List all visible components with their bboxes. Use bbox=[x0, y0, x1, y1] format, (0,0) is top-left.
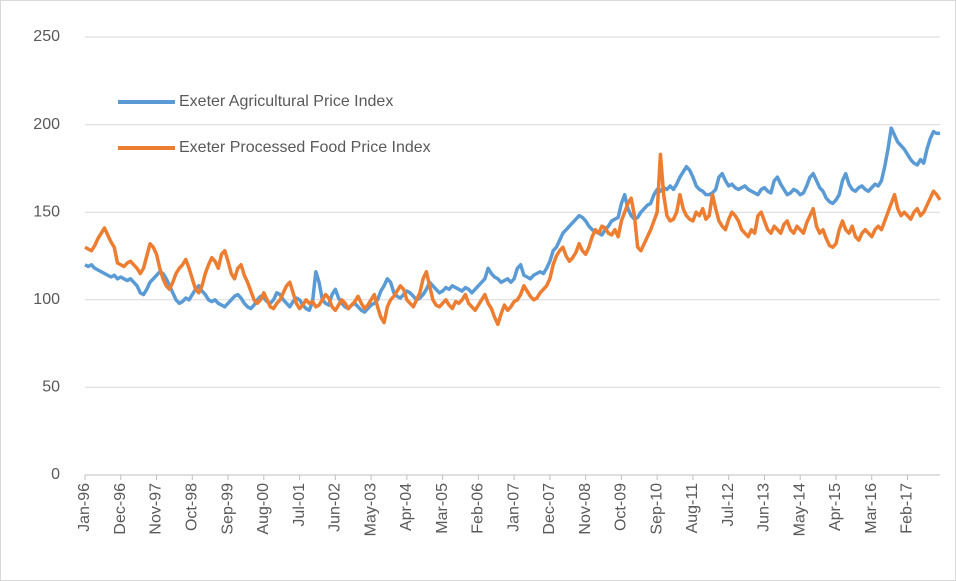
y-tick-label: 200 bbox=[33, 116, 60, 133]
series-line bbox=[84, 152, 942, 327]
x-tick-label: Jan-07 bbox=[505, 483, 522, 532]
y-tick-label: 50 bbox=[42, 379, 60, 396]
y-tick-label: 0 bbox=[51, 466, 60, 483]
x-tick-label: Apr-15 bbox=[827, 483, 844, 531]
x-tick-label: Jul-01 bbox=[291, 483, 308, 527]
x-tick-label: Aug-00 bbox=[255, 483, 272, 535]
x-tick-label: Oct-09 bbox=[613, 483, 630, 531]
x-tick-label: Jan-96 bbox=[76, 483, 93, 532]
x-tick-label: Dec-96 bbox=[112, 483, 129, 535]
x-tick-label: Jun-02 bbox=[327, 483, 344, 532]
x-tick-label: Apr-04 bbox=[398, 483, 415, 531]
x-tick-label: Feb-06 bbox=[470, 483, 487, 534]
series-line bbox=[84, 126, 940, 314]
x-tick-label: Mar-16 bbox=[863, 483, 880, 534]
x-tick-label: Mar-05 bbox=[434, 483, 451, 534]
x-tick-label: Jun-13 bbox=[756, 483, 773, 532]
y-tick-label: 100 bbox=[33, 291, 60, 308]
x-tick-label: Oct-98 bbox=[184, 483, 201, 531]
legend-label: Exeter Processed Food Price Index bbox=[179, 139, 431, 156]
x-tick-label: Aug-11 bbox=[684, 483, 701, 534]
x-tick-label: Nov-08 bbox=[577, 483, 594, 535]
x-tick-label: May-03 bbox=[362, 483, 379, 536]
x-tick-label: Feb-17 bbox=[899, 483, 916, 534]
x-tick-label: May-14 bbox=[791, 483, 808, 536]
x-tick-label: Dec-07 bbox=[541, 483, 558, 535]
x-tick-label: Nov-97 bbox=[148, 483, 165, 535]
y-tick-label: 150 bbox=[33, 203, 60, 220]
x-tick-label: Sep-10 bbox=[648, 483, 665, 535]
x-tick-label: Jul-12 bbox=[720, 483, 737, 527]
x-tick-label: Sep-99 bbox=[219, 483, 236, 535]
y-tick-label: 250 bbox=[33, 28, 60, 45]
legend-label: Exeter Agricultural Price Index bbox=[179, 93, 393, 110]
